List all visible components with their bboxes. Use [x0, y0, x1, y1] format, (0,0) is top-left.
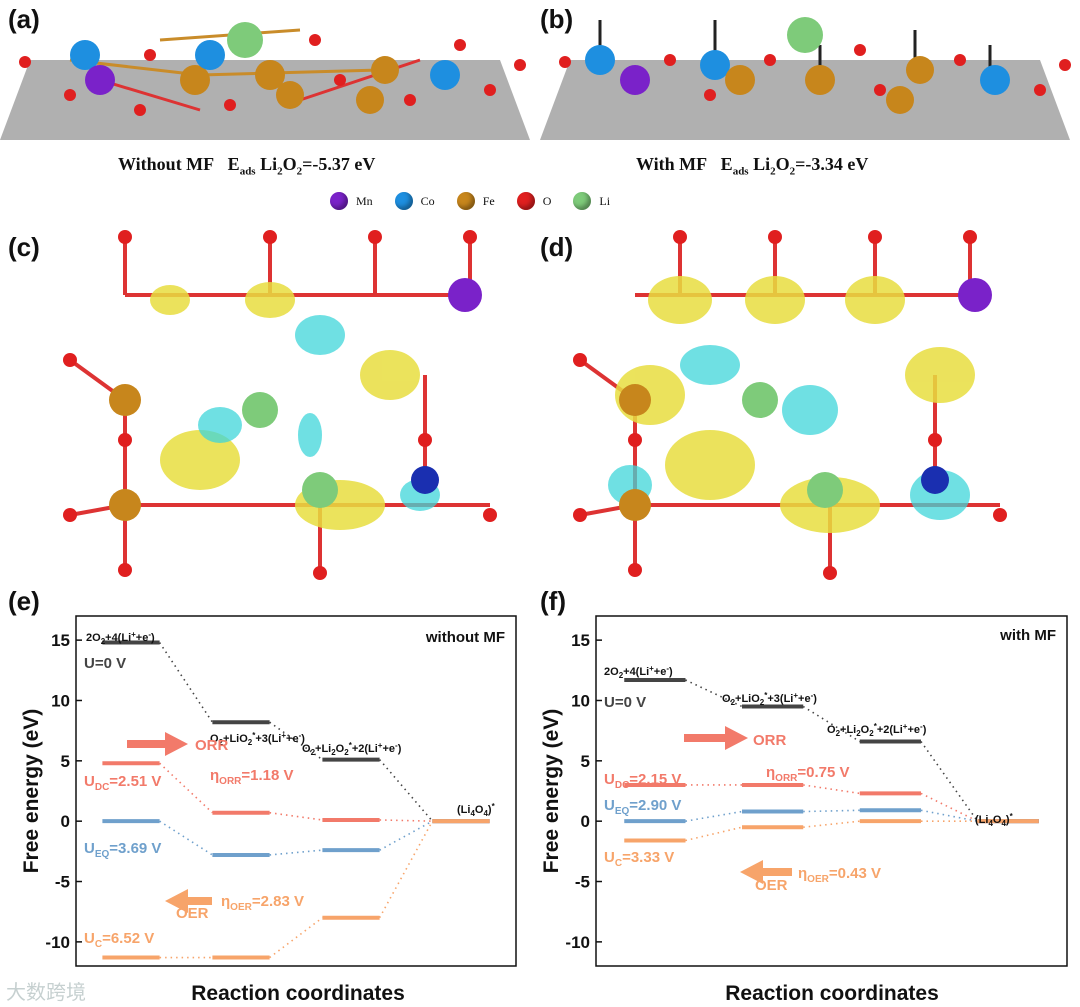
- element-legend: Mn Co Fe O Li: [330, 192, 632, 210]
- ueq-label: UEQ=2.90 V: [604, 797, 681, 817]
- state-label-3: O2+Li2O2*+2(Li++e-): [827, 722, 927, 738]
- transition-link: [269, 849, 323, 856]
- uc-label: UC=6.52 V: [84, 930, 154, 950]
- state-label-1: 2O2+4(Li++e-): [86, 630, 155, 646]
- transition-link: [920, 792, 978, 822]
- transition-link: [269, 811, 323, 821]
- eta-oer-label: ηOER=2.83 V: [221, 893, 304, 913]
- orr-arrow: [127, 732, 188, 756]
- panel-label-b: (b): [540, 4, 574, 34]
- li-atom-icon: [573, 192, 592, 210]
- y-tick-label: 10: [51, 691, 70, 710]
- eta-orr-label: ηORR=0.75 V: [766, 764, 850, 784]
- oer-arrow: [740, 860, 792, 884]
- charge-density-image-d: [573, 230, 1007, 580]
- panel-label-c: (c): [8, 232, 40, 262]
- panel-label-a: (a): [8, 4, 40, 34]
- y-tick-label: 15: [571, 631, 590, 650]
- transition-link: [159, 820, 213, 856]
- legend-item-co: Co: [394, 192, 435, 210]
- u0-label: U=0 V: [84, 655, 126, 672]
- plot-frame: [595, 615, 1068, 967]
- udc-label: UDC=2.15 V: [604, 771, 681, 791]
- u0-label: U=0 V: [604, 694, 646, 711]
- x-axis-title: Reaction coordinates: [725, 982, 939, 1005]
- orr-arrow: [684, 726, 748, 750]
- caption-b: With MF Eads Li2O2=-3.34 eV: [636, 154, 869, 178]
- panel-label-f: (f): [540, 586, 566, 616]
- chart-title: with MF: [999, 627, 1056, 644]
- free-energy-chart-without-mf: Free energy (eV) Reaction coordinates wi…: [20, 615, 517, 1005]
- orr-label: ORR: [753, 732, 787, 749]
- panel-label-d: (d): [540, 232, 574, 262]
- free-energy-chart-with-mf: Free energy (eV) Reaction coordinates wi…: [540, 615, 1068, 1005]
- transition-link: [920, 741, 979, 822]
- panel-label-e: (e): [8, 586, 40, 616]
- y-tick-label: -5: [575, 873, 590, 892]
- y-tick-label: 15: [51, 631, 70, 650]
- co-atom-icon: [394, 192, 413, 210]
- state-label-4: (Li4O4)*: [975, 812, 1014, 828]
- transition-link: [378, 820, 434, 919]
- transition-link: [159, 762, 213, 814]
- state-label-3: O2+Li2O2*+2(Li++e-): [302, 741, 402, 757]
- y-tick-label: 5: [581, 752, 590, 771]
- caption-a: Without MF Eads Li2O2=-5.37 eV: [118, 154, 376, 178]
- y-tick-label: -5: [55, 873, 70, 892]
- legend-item-fe: Fe: [456, 192, 495, 210]
- transition-link: [803, 809, 860, 813]
- structure-image-b: [540, 17, 1071, 140]
- y-axis-title: Free energy (eV): [20, 709, 43, 874]
- ueq-label: UEQ=3.69 V: [84, 840, 161, 860]
- transition-link: [803, 820, 860, 829]
- state-label-2: O2+LiO2*+3(Li++e-): [722, 691, 817, 707]
- y-tick-label: 5: [61, 752, 70, 771]
- legend-item-li: Li: [573, 192, 610, 210]
- chart-title: without MF: [425, 629, 505, 646]
- mn-atom-icon: [330, 192, 348, 210]
- legend-item-mn: Mn: [330, 192, 373, 210]
- transition-link: [158, 642, 214, 723]
- y-tick-label: 0: [61, 812, 70, 831]
- eta-orr-label: ηORR=1.18 V: [210, 767, 294, 787]
- x-axis-title: Reaction coordinates: [191, 982, 405, 1005]
- y-tick-label: 0: [581, 812, 590, 831]
- transition-link: [378, 759, 434, 822]
- udc-label: UDC=2.51 V: [84, 773, 161, 793]
- transition-link: [379, 820, 433, 851]
- y-tick-label: -10: [565, 933, 590, 952]
- transition-link: [269, 917, 323, 959]
- transition-link: [685, 826, 743, 842]
- fe-atom-icon: [456, 192, 475, 210]
- o-atom-icon: [516, 192, 535, 210]
- eta-oer-label: ηOER=0.43 V: [798, 865, 881, 885]
- uc-label: UC=3.33 V: [604, 849, 674, 869]
- y-tick-label: 10: [571, 691, 590, 710]
- orr-label: ORR: [195, 737, 229, 754]
- oer-label: OER: [755, 877, 788, 894]
- state-label-2: O2+LiO2*+3(Li++e-): [210, 731, 305, 747]
- plot-frame: [75, 615, 517, 967]
- transition-link: [920, 809, 978, 822]
- transition-link: [685, 810, 743, 822]
- state-label-1: 2O2+4(Li++e-): [604, 664, 673, 680]
- state-label-4: (Li4O4)*: [457, 802, 496, 818]
- y-axis-title: Free energy (eV): [540, 709, 563, 874]
- transition-link: [379, 819, 433, 822]
- legend-item-o: O: [516, 192, 551, 210]
- transition-link: [802, 705, 861, 743]
- transition-link: [803, 784, 860, 795]
- watermark: 大数跨境: [6, 980, 86, 1004]
- oer-arrow: [165, 889, 212, 913]
- structure-image-a: [0, 22, 530, 140]
- y-tick-label: -10: [45, 933, 70, 952]
- charge-density-image-c: [63, 230, 497, 580]
